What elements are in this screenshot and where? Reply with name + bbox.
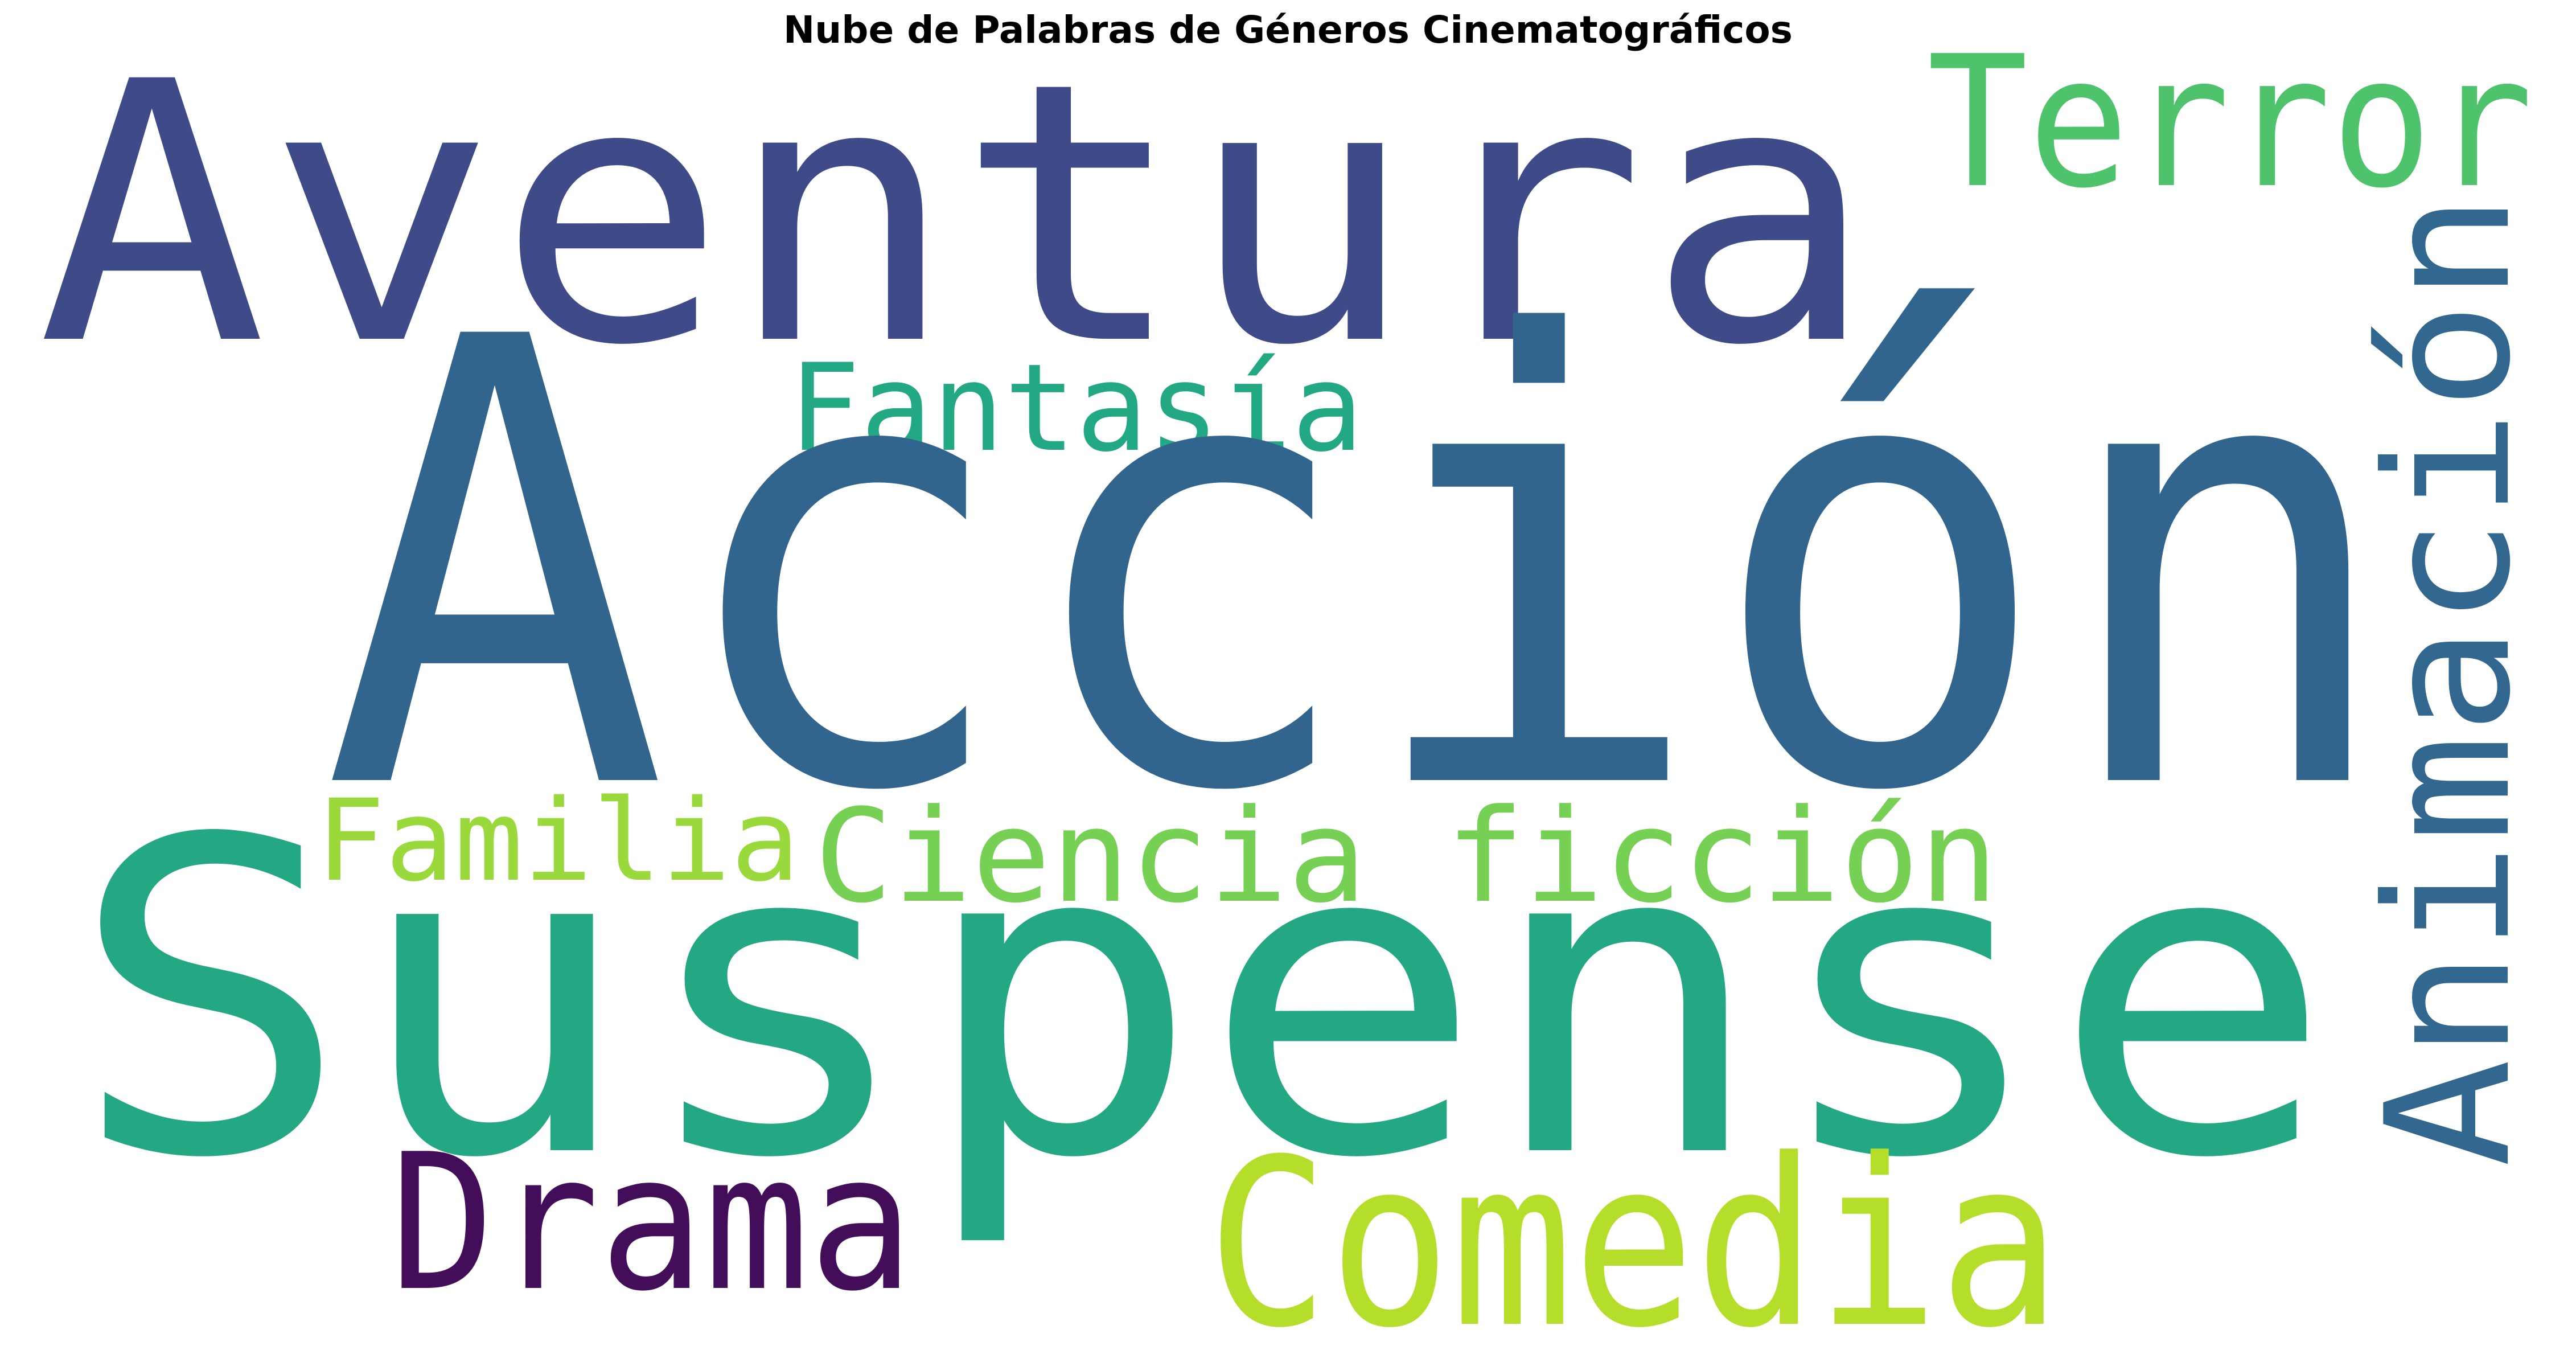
word-suspense: Suspense <box>68 749 2334 1253</box>
word-terror: Terror <box>1927 17 2533 228</box>
word-aventura: Aventura <box>37 6 1876 424</box>
word-animacion: Animación <box>2349 194 2548 1167</box>
word-drama: Drama <box>390 1114 914 1332</box>
word-accion: Acción <box>322 210 2400 925</box>
word-familia: Familia <box>316 775 800 906</box>
word-ciencia-ficcion: Ciencia ficción <box>814 782 1998 932</box>
word-fantasia: Fantasía <box>788 338 1363 478</box>
figure-title: Nube de Palabras de Géneros Cinematográf… <box>783 8 1793 52</box>
word-comedia: Comedia <box>1207 1110 2061 1350</box>
